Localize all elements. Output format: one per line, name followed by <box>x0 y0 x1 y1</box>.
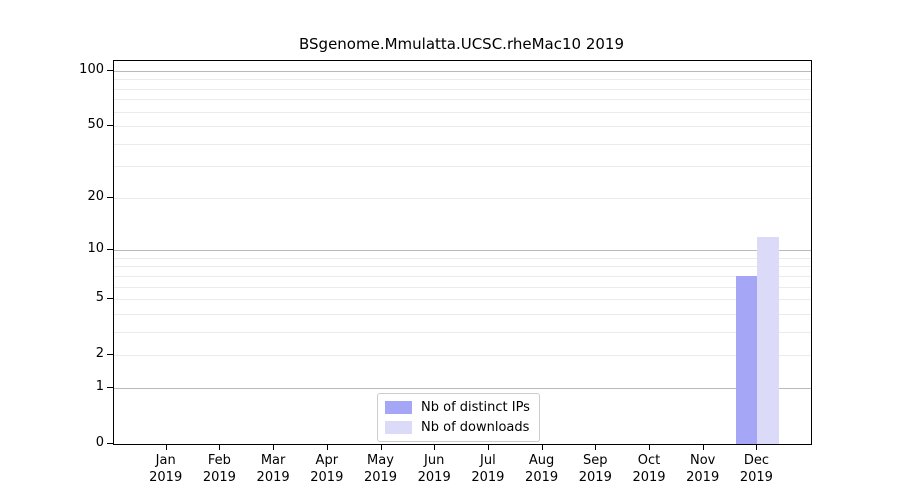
y-tick-label: 2 <box>95 346 104 362</box>
x-tick-month: Feb <box>207 453 231 468</box>
y-tick-mark <box>107 196 113 198</box>
minor-gridline <box>114 355 811 357</box>
x-tick-year: 2019 <box>310 470 344 485</box>
x-tick-month: Jan <box>155 453 176 468</box>
y-tick-mark <box>107 70 113 71</box>
x-tick-label: Jan 2019 <box>149 452 182 486</box>
x-tick-mark <box>219 444 221 450</box>
legend-entry: Nb of distinct IPs <box>385 399 530 416</box>
y-tick-label: 1 <box>95 378 104 394</box>
y-tick-label: 10 <box>87 241 104 257</box>
x-tick-month: Oct <box>637 453 661 468</box>
x-tick-year: 2019 <box>578 470 612 485</box>
x-tick-month: Jun <box>424 453 445 468</box>
x-tick-label: Nov 2019 <box>686 452 719 486</box>
x-tick-month: Apr <box>315 453 339 468</box>
legend-label: Nb of downloads <box>421 420 530 435</box>
minor-gridline <box>114 197 811 199</box>
x-tick-label: Sep 2019 <box>579 452 612 486</box>
x-tick-mark <box>434 444 436 450</box>
x-tick-year: 2019 <box>471 470 505 485</box>
y-tick-mark <box>107 249 113 251</box>
x-tick-mark <box>702 444 704 450</box>
bar-dec-nb-of-downloads <box>757 236 779 444</box>
major-gridline <box>114 387 811 389</box>
x-tick-mark <box>756 444 758 450</box>
chart-title: BSgenome.Mmulatta.UCSC.rheMac10 2019 <box>299 35 624 53</box>
minor-gridline <box>114 286 811 288</box>
y-tick-label: 100 <box>79 62 104 77</box>
major-gridline <box>114 250 811 252</box>
legend-entry: Nb of downloads <box>385 419 530 436</box>
x-tick-mark <box>649 444 650 450</box>
legend-swatch <box>385 421 412 434</box>
y-tick-mark <box>107 386 113 388</box>
x-tick-year: 2019 <box>632 470 666 485</box>
y-tick-label: 20 <box>87 188 104 204</box>
x-tick-mark <box>595 444 597 450</box>
minor-gridline <box>114 111 811 113</box>
x-tick-month: Mar <box>260 453 286 468</box>
y-tick-mark <box>107 125 113 127</box>
x-tick-label: May 2019 <box>364 452 397 486</box>
y-tick-mark <box>107 298 113 300</box>
minor-gridline <box>114 79 811 81</box>
y-tick-mark <box>107 443 113 444</box>
x-tick-mark <box>487 444 489 450</box>
x-tick-mark <box>380 444 382 450</box>
x-tick-month: May <box>367 453 394 468</box>
y-tick-label: 50 <box>87 117 104 133</box>
x-tick-month: Dec <box>743 453 769 468</box>
x-tick-month: Nov <box>690 453 716 468</box>
plot-area <box>113 60 812 445</box>
x-tick-year: 2019 <box>417 470 451 485</box>
minor-gridline <box>114 257 811 259</box>
x-tick-mark <box>541 444 543 450</box>
x-tick-label: Jun 2019 <box>418 452 451 486</box>
minor-gridline <box>114 313 811 315</box>
bar-dec-nb-of-distinct-ips <box>735 275 758 444</box>
x-tick-label: Apr 2019 <box>310 452 343 486</box>
minor-gridline <box>114 88 811 90</box>
x-tick-month: Aug <box>528 453 555 468</box>
y-tick-label: 0 <box>95 435 104 450</box>
minor-gridline <box>114 299 811 301</box>
x-tick-year: 2019 <box>202 470 236 485</box>
x-tick-label: Feb 2019 <box>203 452 236 486</box>
legend: Nb of distinct IPs Nb of downloads <box>377 393 540 442</box>
x-tick-year: 2019 <box>256 470 290 485</box>
x-tick-year: 2019 <box>686 470 720 485</box>
minor-gridline <box>114 331 811 333</box>
x-tick-label: Oct 2019 <box>632 452 665 486</box>
x-tick-mark <box>326 444 328 450</box>
minor-gridline <box>114 266 811 268</box>
x-tick-year: 2019 <box>739 470 773 485</box>
x-tick-label: Jul 2019 <box>471 452 504 486</box>
minor-gridline <box>114 143 811 145</box>
legend-swatch <box>385 401 412 414</box>
x-tick-label: Aug 2019 <box>525 452 558 486</box>
y-tick-mark <box>107 354 113 356</box>
minor-gridline <box>114 275 811 277</box>
minor-gridline <box>114 99 811 101</box>
legend-label: Nb of distinct IPs <box>421 400 530 415</box>
x-tick-month: Jul <box>480 453 496 468</box>
x-tick-mark <box>165 444 167 450</box>
x-tick-year: 2019 <box>363 470 398 485</box>
x-tick-mark <box>273 444 275 450</box>
x-tick-year: 2019 <box>149 470 183 485</box>
x-tick-label: Mar 2019 <box>257 452 290 486</box>
x-tick-month: Sep <box>583 453 608 468</box>
minor-gridline <box>114 126 811 128</box>
y-tick-label: 5 <box>95 290 104 306</box>
minor-gridline <box>114 166 811 168</box>
major-gridline <box>114 71 811 72</box>
x-tick-label: Dec 2019 <box>740 452 773 486</box>
x-tick-year: 2019 <box>525 470 559 485</box>
